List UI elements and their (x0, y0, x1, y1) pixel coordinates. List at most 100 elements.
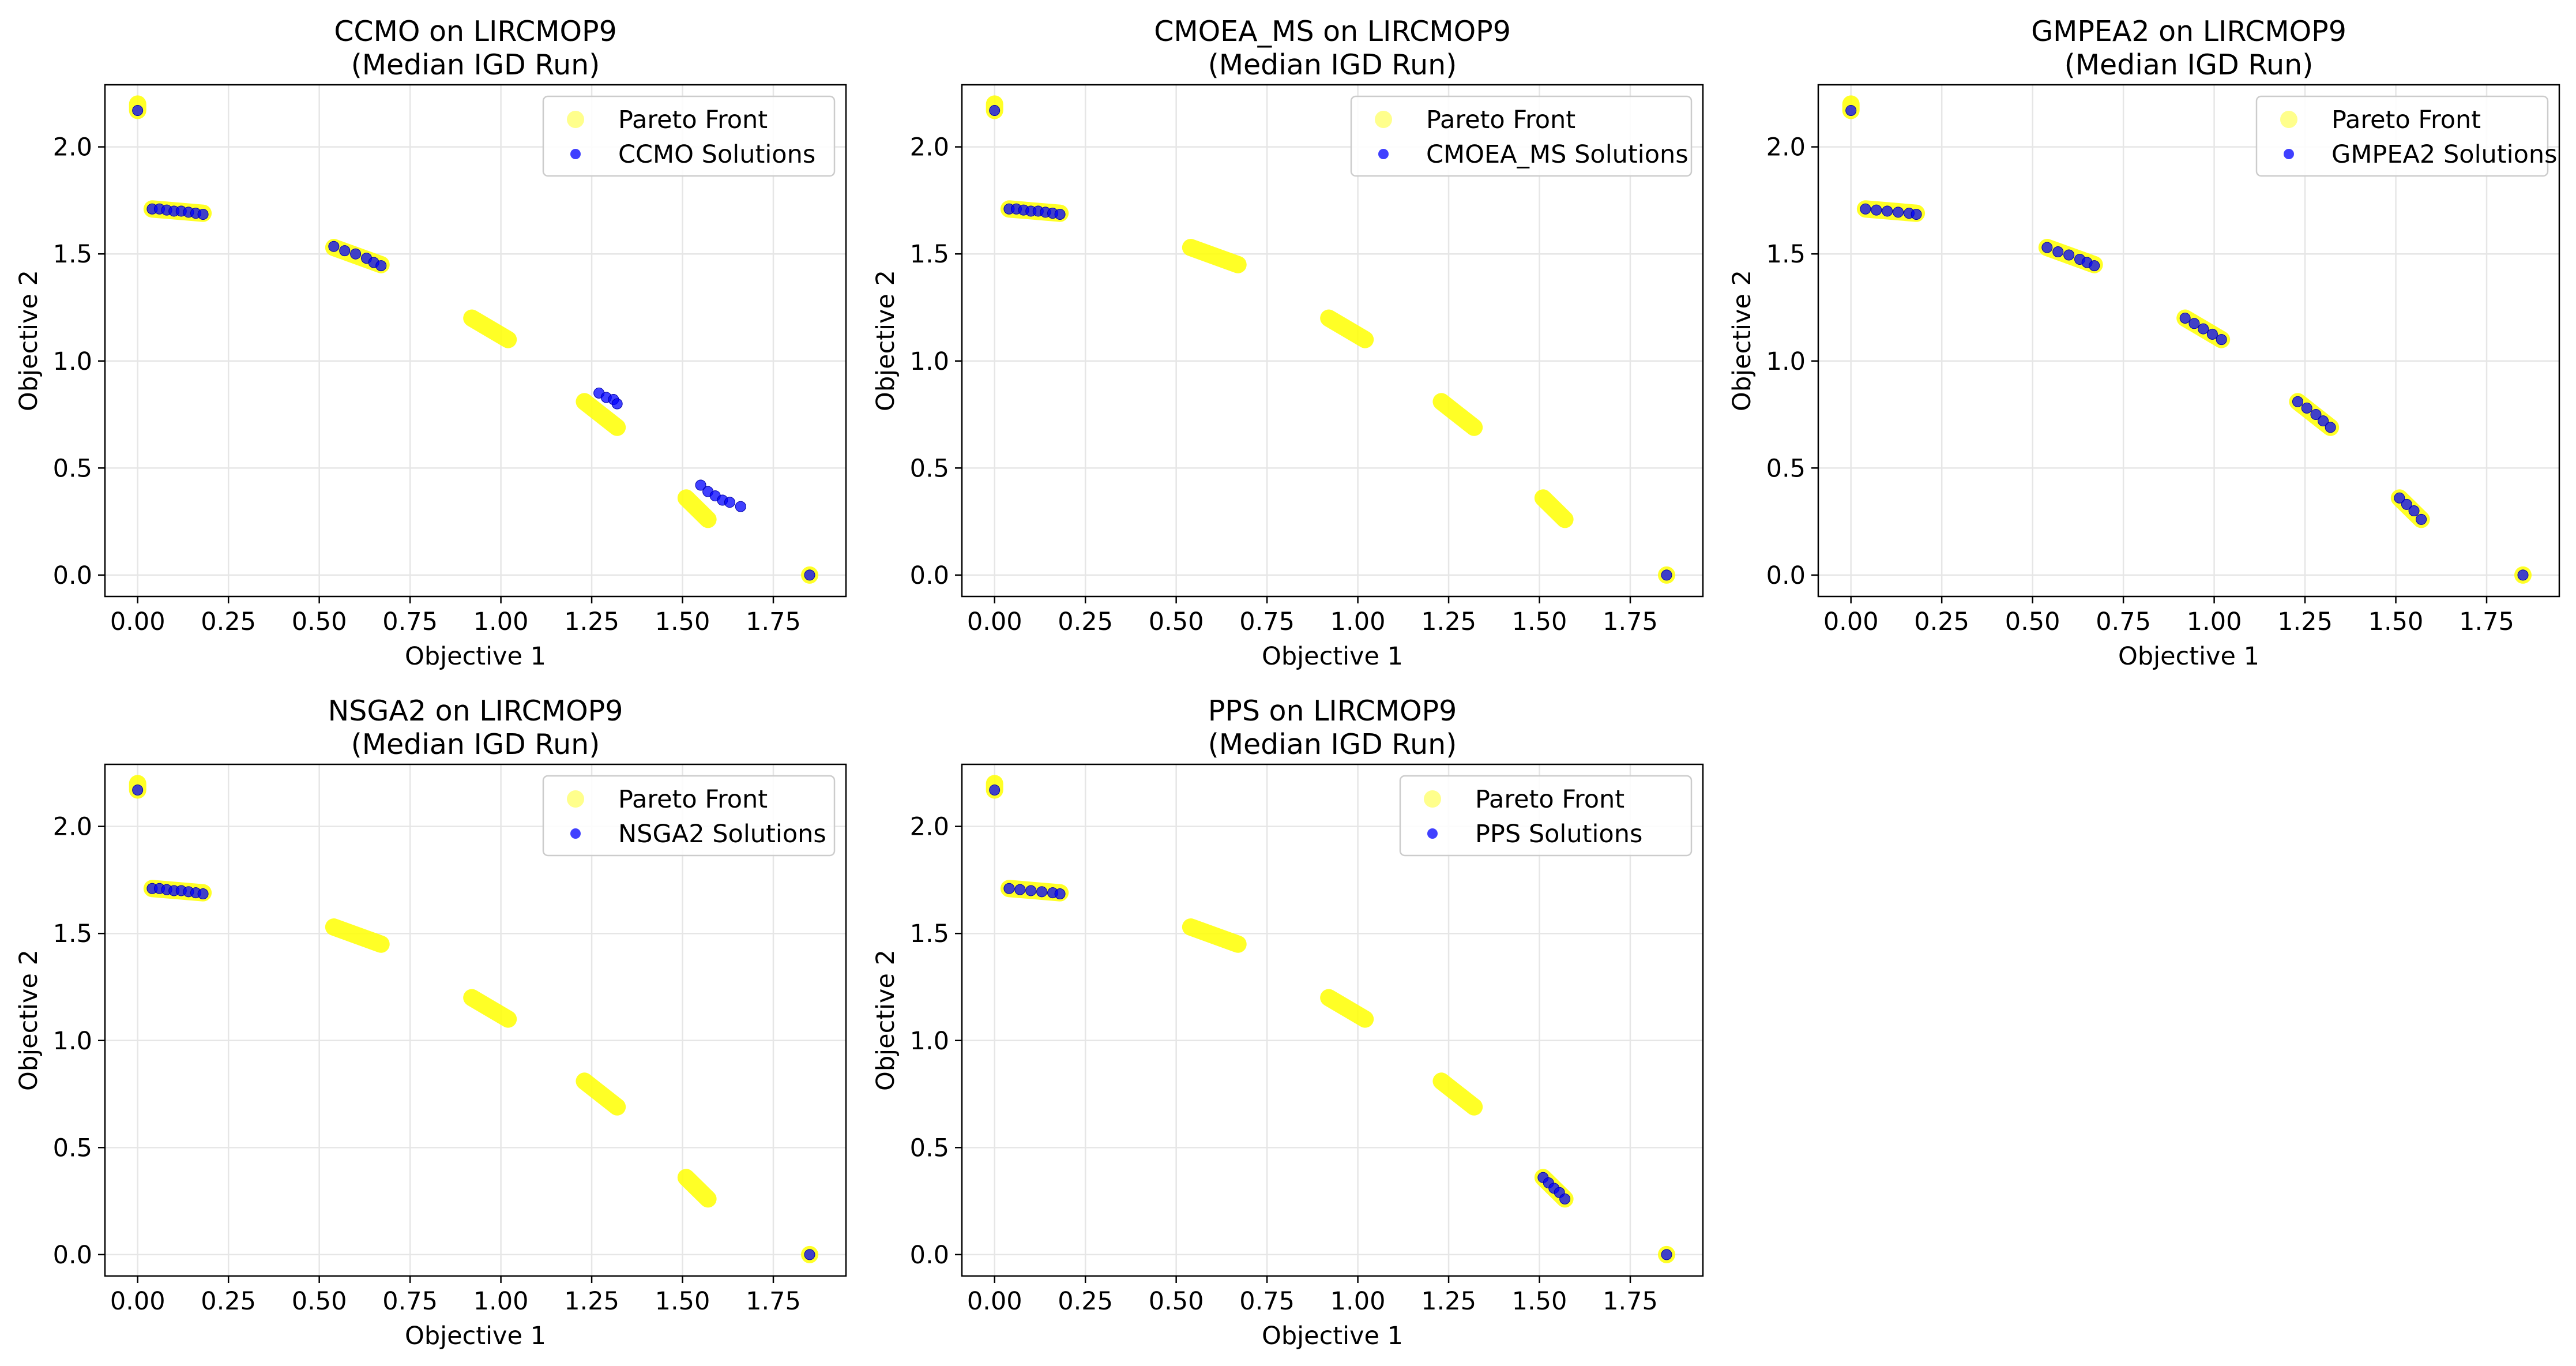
pareto-front-segment (1534, 489, 1574, 528)
x-tick-label: 1.50 (1512, 1287, 1567, 1316)
solution-point (2408, 505, 2420, 517)
x-tick-label: 0.00 (967, 607, 1022, 636)
x-tick-label: 0.75 (1239, 1287, 1295, 1316)
pareto-front-segment (576, 1072, 626, 1116)
x-tick-label: 0.00 (1823, 607, 1879, 636)
x-tick-label: 0.00 (967, 1287, 1022, 1316)
legend-label-pareto: Pareto Front (618, 106, 768, 134)
x-tick-label: 1.25 (564, 1287, 619, 1316)
solution-point (2216, 334, 2227, 346)
y-tick-label: 0.5 (53, 1134, 92, 1162)
solution-point (2198, 323, 2209, 335)
legend-label-solutions: CCMO Solutions (618, 140, 815, 169)
solution-point (1661, 1249, 1672, 1260)
y-axis-label: Objective 2 (14, 270, 43, 411)
solution-point (375, 260, 387, 272)
x-tick-label: 0.50 (2005, 607, 2060, 636)
x-tick-label: 0.25 (201, 1287, 256, 1316)
legend-solutions-marker (570, 149, 581, 159)
x-tick-label: 0.50 (1149, 1287, 1204, 1316)
legend-label-pareto: Pareto Front (2331, 106, 2481, 134)
y-tick-label: 0.0 (53, 1241, 92, 1270)
y-tick-label: 0.5 (910, 454, 949, 483)
subplot-title: CCMO on LIRCMOP9 (334, 15, 617, 48)
solution-point (2063, 249, 2075, 261)
y-tick-label: 2.0 (53, 813, 92, 842)
solution-point (2292, 396, 2303, 407)
y-tick-label: 1.0 (1766, 347, 1806, 376)
pareto-front-segment (677, 1169, 717, 1208)
pareto-front-segment (463, 309, 517, 348)
legend (542, 775, 836, 857)
plot-area (129, 775, 819, 1263)
axes-frame (104, 84, 847, 598)
legend-label-solutions: CMOEA_MS Solutions (1426, 140, 1688, 169)
x-tick-label: 1.25 (564, 607, 619, 636)
y-tick-label: 0.5 (910, 1134, 949, 1162)
axes-frame (1817, 84, 2560, 598)
x-tick-label: 0.00 (110, 607, 166, 636)
x-tick-label: 0.00 (110, 1287, 166, 1316)
solution-point (2206, 328, 2218, 340)
legend-label-solutions: NSGA2 Solutions (618, 820, 826, 849)
legend-solutions-marker (2284, 149, 2294, 159)
plot-area (1842, 95, 2532, 584)
subplot-2: 0.00 0.25 0.50 0.75 1.00 1.25 1.50 1.75 0.0 0.5 1.… (871, 15, 1704, 671)
y-tick-label: 1.0 (910, 347, 949, 376)
legend-solutions-marker (1427, 828, 1438, 839)
x-tick-label: 0.75 (2096, 607, 2151, 636)
legend-label-pareto: Pareto Front (1475, 785, 1624, 814)
y-axis-label: Objective 2 (871, 270, 900, 411)
solution-point (132, 785, 144, 796)
legend-pareto-marker (567, 790, 584, 808)
solution-point (1860, 203, 1871, 215)
solution-point (804, 1249, 815, 1260)
x-axis-label: Objective 1 (1262, 642, 1403, 671)
x-tick-label: 1.00 (2187, 607, 2242, 636)
x-tick-label: 1.75 (1603, 1287, 1658, 1316)
y-tick-label: 0.5 (53, 454, 92, 483)
x-tick-label: 1.00 (1330, 607, 1386, 636)
solution-point (2318, 415, 2329, 427)
solution-point (1911, 209, 1922, 220)
y-tick-label: 1.5 (910, 920, 949, 948)
x-tick-label: 0.25 (1058, 607, 1113, 636)
legend-solutions-marker (570, 828, 581, 839)
plot-area (986, 775, 1676, 1263)
pareto-front-segment (576, 393, 626, 436)
solution-point (989, 785, 1001, 796)
subplot-subtitle: (Median IGD Run) (351, 728, 600, 761)
legend-pareto-marker (1424, 790, 1441, 808)
solution-point (2089, 260, 2100, 272)
y-tick-label: 2.0 (910, 813, 949, 842)
subplot-title: CMOEA_MS on LIRCMOP9 (1154, 15, 1511, 48)
solution-point (989, 105, 1001, 117)
subplot-subtitle: (Median IGD Run) (2064, 48, 2314, 81)
y-tick-label: 1.0 (53, 1027, 92, 1056)
subplot-4: 0.00 0.25 0.50 0.75 1.00 1.25 1.50 1.75 0.0 0.5 1.… (14, 695, 847, 1350)
solution-point (2517, 569, 2529, 581)
y-tick-label: 0.0 (910, 1241, 949, 1270)
solution-point (1559, 1193, 1571, 1204)
x-tick-label: 0.50 (292, 607, 347, 636)
x-tick-label: 1.75 (746, 1287, 801, 1316)
solution-point (197, 888, 209, 900)
y-tick-label: 1.5 (1766, 240, 1806, 269)
y-tick-label: 1.5 (53, 240, 92, 269)
solution-point (2325, 422, 2336, 433)
x-tick-label: 0.25 (1058, 1287, 1113, 1316)
subplot-subtitle: (Median IGD Run) (1208, 48, 1457, 81)
x-tick-label: 1.50 (655, 607, 710, 636)
solution-point (1871, 204, 1882, 216)
solution-point (1845, 105, 1857, 117)
subplot-subtitle: (Median IGD Run) (351, 48, 600, 81)
x-tick-label: 0.75 (1239, 607, 1295, 636)
solution-point (1025, 885, 1037, 896)
x-axis-label: Objective 1 (405, 1322, 546, 1350)
solution-point (2041, 242, 2053, 253)
x-tick-label: 1.75 (1603, 607, 1658, 636)
pareto-front-segment (1320, 989, 1374, 1028)
solution-point (2394, 492, 2405, 504)
y-tick-label: 2.0 (1766, 133, 1806, 162)
solution-point (328, 241, 340, 252)
